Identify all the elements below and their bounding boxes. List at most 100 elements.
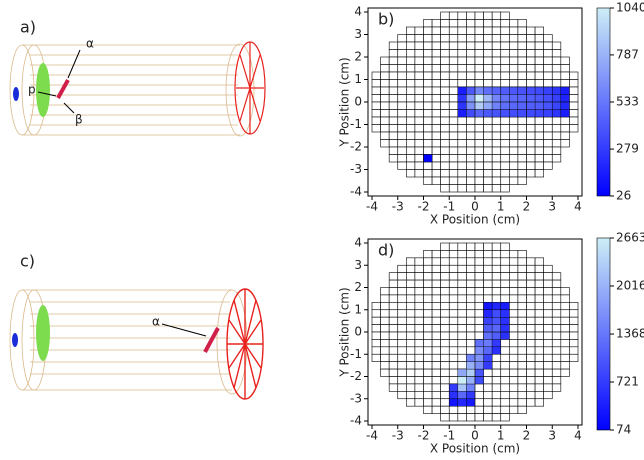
pixel [388,279,399,288]
heat-cell [449,391,459,399]
pixel [423,19,433,28]
pixel [371,94,381,103]
pixel [509,116,519,125]
pixel [483,79,493,88]
pixel [474,316,484,325]
pixel [491,413,502,422]
pixel [406,368,416,377]
heat-cell [474,109,484,118]
pixel [466,413,476,422]
pixel [406,41,416,50]
heat-cell [500,331,510,340]
colorbar-label: 721 [616,375,639,389]
pixel [543,56,553,65]
pixel [534,353,544,362]
pixel [500,79,510,88]
pixel [517,79,527,88]
heat-cell [466,109,476,118]
pixel [423,353,433,362]
pixel [397,324,407,333]
heat-cell [552,94,562,103]
pixel [414,383,424,392]
pixel [388,64,399,73]
pixel [483,413,493,422]
pixel [526,26,536,35]
pixel [423,56,433,65]
heat-cell [474,354,484,362]
pixel [448,287,459,296]
pixel [414,146,424,155]
pixel [543,264,553,273]
pixel [483,242,493,251]
pixel [414,154,424,163]
pixel [380,302,390,311]
colorbar [596,237,611,431]
pixel [569,79,579,88]
pixel [448,109,459,118]
pixel [526,116,536,125]
panel-title: d) [378,241,394,260]
pixel [388,383,399,392]
pixel [440,154,450,163]
pixel [397,41,407,50]
heat-cell [483,346,493,355]
pixel [448,146,459,155]
pixel [543,294,553,303]
pixel [560,139,570,148]
pixel [534,34,544,43]
pixel [457,139,467,148]
x-tick-label: -3 [392,429,404,443]
pixel [448,272,459,281]
pixel [431,353,441,362]
pixel [388,139,399,148]
pixel [551,339,562,348]
pixel [483,124,493,133]
pixel [491,184,502,193]
pixel [380,339,390,348]
pixel [440,124,450,133]
pixel [440,26,450,35]
pixel [551,302,562,311]
pixel [380,346,390,355]
pixel [431,272,441,281]
pixel [474,331,484,340]
pixel [500,161,510,170]
pixel [414,309,424,318]
pixel [431,294,441,303]
y-tick-label: 4 [354,5,362,19]
pixel [526,49,536,58]
pixel [500,264,510,273]
pixel [457,79,467,88]
pixel [509,383,519,392]
track [56,79,70,99]
pixel [517,64,527,73]
pixel [500,250,510,259]
pixel [431,169,441,178]
x-tick-label: -1 [443,429,455,443]
pixel [380,124,390,133]
pixel [448,331,459,340]
pixel [406,169,416,178]
pixel [466,139,476,148]
pixel [483,41,493,50]
pixel [440,116,450,125]
pixel [509,398,519,407]
pixel [431,41,441,50]
pixel [448,49,459,58]
x-tick-label: 3 [548,429,556,443]
pixel [474,272,484,281]
pixel [406,26,416,35]
pixel [431,161,441,170]
pixel [569,71,579,80]
pixel [543,339,553,348]
pixel [371,339,381,348]
heat-cell [491,86,501,95]
pixel [509,124,519,133]
pixel [466,146,476,155]
pixel [440,176,450,185]
pixel [423,79,433,88]
pixel [457,154,467,163]
pixel [543,287,553,296]
pixel [406,346,416,355]
pixel [448,413,459,422]
